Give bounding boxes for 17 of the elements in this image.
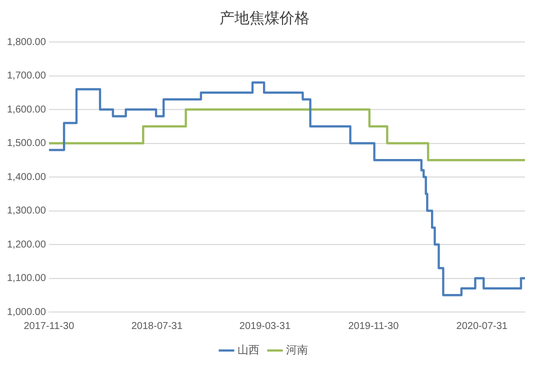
- y-tick-label: 1,100.00: [6, 273, 46, 284]
- y-tick-label: 1,500.00: [6, 138, 46, 149]
- x-tick-label: 2017-11-30: [24, 320, 75, 332]
- y-tick-label: 1,700.00: [6, 70, 46, 82]
- legend-label: 山西: [238, 343, 260, 356]
- x-tick-label: 2019-03-31: [239, 320, 291, 332]
- x-tick-label: 2018-07-31: [131, 320, 183, 332]
- x-tick-label: 2019-11-30: [348, 320, 400, 332]
- legend-label: 河南: [286, 343, 308, 356]
- x-tick-label: 2020-07-31: [456, 320, 508, 332]
- y-tick-label: 1,400.00: [6, 172, 46, 183]
- chart-title: 产地焦煤价格: [220, 8, 310, 27]
- y-tick-label: 1,200.00: [6, 239, 46, 250]
- y-tick-label: 1,600.00: [6, 104, 46, 116]
- y-tick-label: 1,800.00: [6, 36, 46, 48]
- y-tick-label: 1,000.00: [6, 306, 46, 318]
- y-tick-label: 1,300.00: [6, 206, 46, 216]
